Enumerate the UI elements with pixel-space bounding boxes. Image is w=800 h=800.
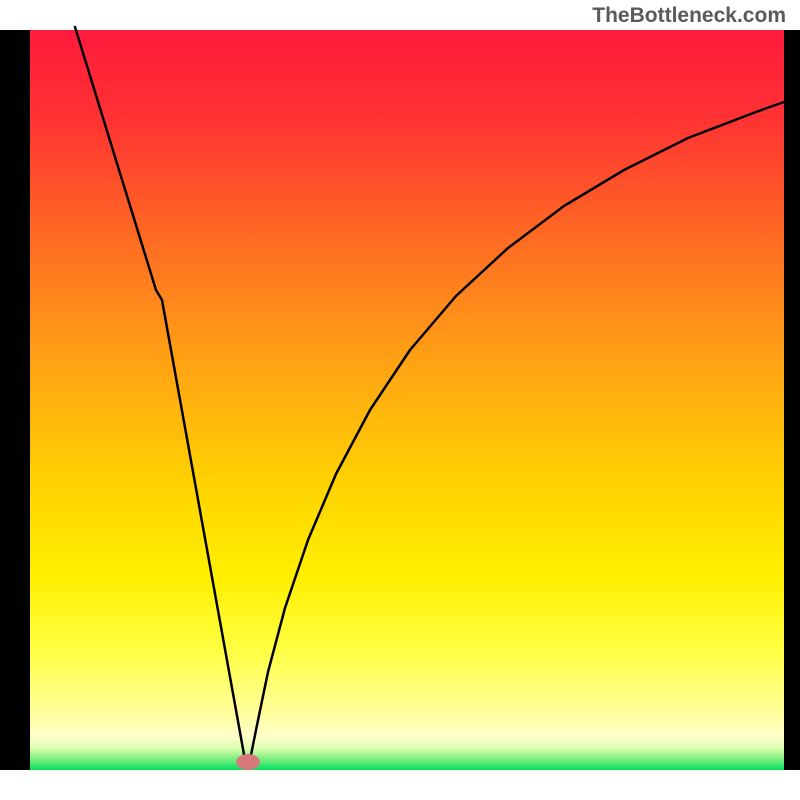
curve-right-branch	[250, 102, 784, 760]
bottleneck-curve	[0, 0, 800, 800]
sweet-spot-marker	[236, 754, 260, 770]
curve-left-branch	[75, 27, 245, 760]
chart-container: TheBottleneck.com	[0, 0, 800, 800]
